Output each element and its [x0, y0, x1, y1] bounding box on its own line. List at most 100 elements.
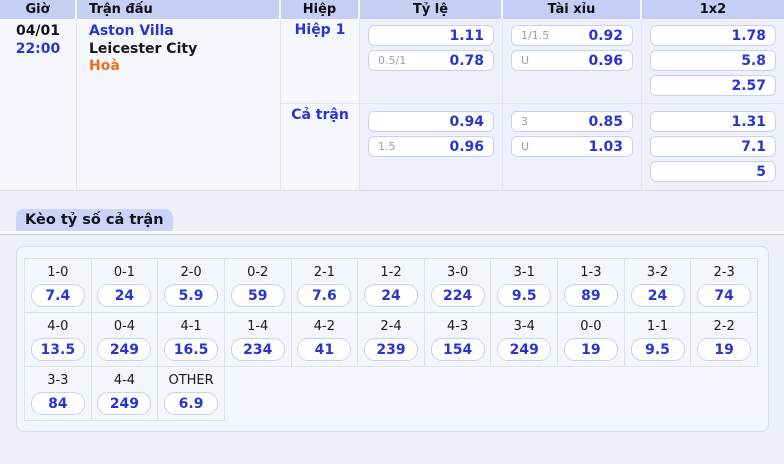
match-teams-cell: Aston Villa Leicester City Hoà: [77, 19, 281, 190]
score-label: 3-2: [646, 265, 669, 280]
tab-correct-score[interactable]: Kèo tỷ số cả trận: [16, 209, 173, 231]
1x2-odds-full-time: 1.31 7.1 5: [642, 103, 784, 190]
score-odds-button[interactable]: 6.9: [164, 392, 219, 415]
odds-button[interactable]: 0.5/1 0.78: [368, 50, 494, 71]
odds-button[interactable]: U 0.96: [511, 50, 633, 71]
score-odds-button[interactable]: 16.5: [164, 338, 219, 361]
column-header-tran-dau: Trận đấu: [77, 0, 281, 19]
tyle-odds-first-half: 1.11 0.5/1 0.78: [360, 19, 503, 103]
score-label: 4-0: [47, 319, 69, 334]
odds-button[interactable]: 2.57: [650, 75, 776, 96]
odds-value: 1.03: [588, 138, 623, 155]
score-odds-button[interactable]: 249: [97, 338, 152, 361]
match-row: 04/01 22:00 Aston Villa Leicester City H…: [0, 19, 784, 191]
score-cell: 1-3 89: [558, 259, 625, 313]
draw-label: Hoà: [89, 58, 120, 74]
score-cell: 4-4 249: [91, 367, 159, 421]
odds-button[interactable]: 7.1: [650, 136, 776, 157]
score-cell: 4-0 13.5: [25, 313, 92, 367]
score-label: 1-0: [47, 265, 69, 280]
table-header-row: Giờ Trận đấu Hiệp Tỷ lệ Tài xỉu 1x2: [0, 0, 784, 19]
score-odds-button[interactable]: 7.6: [297, 284, 352, 307]
column-header-ty-le: Tỷ lệ: [360, 0, 503, 19]
score-odds-button[interactable]: 19: [697, 338, 752, 361]
score-odds-button[interactable]: 24: [97, 284, 152, 307]
score-label: 1-1: [646, 319, 669, 334]
score-odds-button[interactable]: 7.4: [30, 284, 85, 307]
score-label: 4-2: [313, 319, 335, 334]
score-cell: 3-2 24: [624, 259, 692, 313]
odds-button[interactable]: 1.78: [650, 25, 776, 46]
tyle-odds-full-time: 0.94 1.5 0.96: [360, 103, 503, 190]
score-cell: 2-2 19: [691, 313, 758, 367]
away-team-name: Leicester City: [89, 40, 198, 57]
odds-button[interactable]: 1.11: [368, 25, 494, 46]
score-odds-button[interactable]: 239: [363, 338, 418, 361]
score-label: 4-3: [447, 319, 469, 334]
score-cell: 1-0 7.4: [25, 259, 92, 313]
score-label: 1-2: [380, 265, 402, 280]
handicap-label: 1.5: [378, 140, 396, 153]
score-cell: 3-1 9.5: [491, 259, 559, 313]
score-odds-button[interactable]: 13.5: [30, 338, 85, 361]
score-grid: 1-0 7.4 0-1 24 2-0 5.9 0-2 59 2-1 7.6 1-2 24 3-0 224 3…: [24, 258, 758, 421]
odds-button[interactable]: 3 0.85: [511, 111, 633, 132]
score-cell: 2-4 239: [358, 313, 425, 367]
odds-button[interactable]: 1.5 0.96: [368, 136, 494, 157]
score-odds-button[interactable]: 249: [97, 392, 152, 415]
grid-empty-space: [225, 367, 758, 421]
score-odds-button[interactable]: 154: [430, 338, 485, 361]
score-odds-button[interactable]: 24: [630, 284, 685, 307]
odds-value: 1.78: [731, 27, 766, 44]
score-odds-button[interactable]: 24: [363, 284, 418, 307]
score-odds-button[interactable]: 89: [563, 284, 618, 307]
1x2-odds-first-half: 1.78 5.8 2.57: [642, 19, 784, 103]
column-header-tai-xiu: Tài xỉu: [503, 0, 642, 19]
score-cell: 1-1 9.5: [624, 313, 692, 367]
odds-button[interactable]: 0.94: [368, 111, 494, 132]
score-cell: 3-3 84: [25, 367, 92, 421]
odds-value: 2.57: [731, 77, 766, 94]
score-odds-button[interactable]: 9.5: [497, 284, 552, 307]
score-odds-button[interactable]: 59: [230, 284, 285, 307]
section-label-full-time: Cả trận: [281, 103, 360, 190]
score-label: 0-0: [580, 319, 602, 334]
column-header-hiep: Hiệp: [281, 0, 360, 19]
taixiu-odds-full-time: 3 0.85 U 1.03: [503, 103, 642, 190]
match-odds-table: Giờ Trận đấu Hiệp Tỷ lệ Tài xỉu 1x2 04/0…: [0, 0, 784, 191]
score-cell: 0-0 19: [558, 313, 625, 367]
home-team-link[interactable]: Aston Villa: [89, 23, 174, 39]
odds-button[interactable]: 1.31: [650, 111, 776, 132]
odds-button[interactable]: 1/1.5 0.92: [511, 25, 633, 46]
column-header-gio: Giờ: [0, 0, 77, 19]
score-cell: 0-4 249: [91, 313, 159, 367]
score-label: 4-1: [180, 319, 202, 334]
score-odds-button[interactable]: 84: [30, 392, 85, 415]
score-odds-button[interactable]: 224: [430, 284, 485, 307]
odds-button[interactable]: U 1.03: [511, 136, 633, 157]
score-cell: 0-1 24: [91, 259, 159, 313]
match-time-cell: 04/01 22:00: [0, 19, 77, 190]
score-cell: 2-0 5.9: [158, 259, 225, 313]
score-odds-button[interactable]: 5.9: [164, 284, 219, 307]
odds-button[interactable]: 5: [650, 161, 776, 182]
odds-value: 1.31: [731, 113, 766, 130]
odds-button[interactable]: 5.8: [650, 50, 776, 71]
score-label: 0-1: [113, 265, 136, 280]
odds-value: 0.96: [588, 52, 623, 69]
odds-value: 0.92: [588, 27, 623, 44]
score-odds-button[interactable]: 234: [230, 338, 285, 361]
score-cell: 2-1 7.6: [291, 259, 359, 313]
score-odds-button[interactable]: 41: [297, 338, 352, 361]
score-odds-button[interactable]: 249: [497, 338, 552, 361]
score-cell: 3-4 249: [491, 313, 559, 367]
score-cell: 1-4 234: [224, 313, 292, 367]
score-odds-button[interactable]: 9.5: [630, 338, 685, 361]
odds-value: 7.1: [741, 138, 766, 155]
tab-bar-divider: [0, 231, 784, 235]
score-cell: 4-2 41: [291, 313, 359, 367]
score-label: 2-3: [713, 265, 735, 280]
score-odds-button[interactable]: 19: [563, 338, 618, 361]
score-label: 1-4: [247, 319, 269, 334]
score-odds-button[interactable]: 74: [697, 284, 752, 307]
